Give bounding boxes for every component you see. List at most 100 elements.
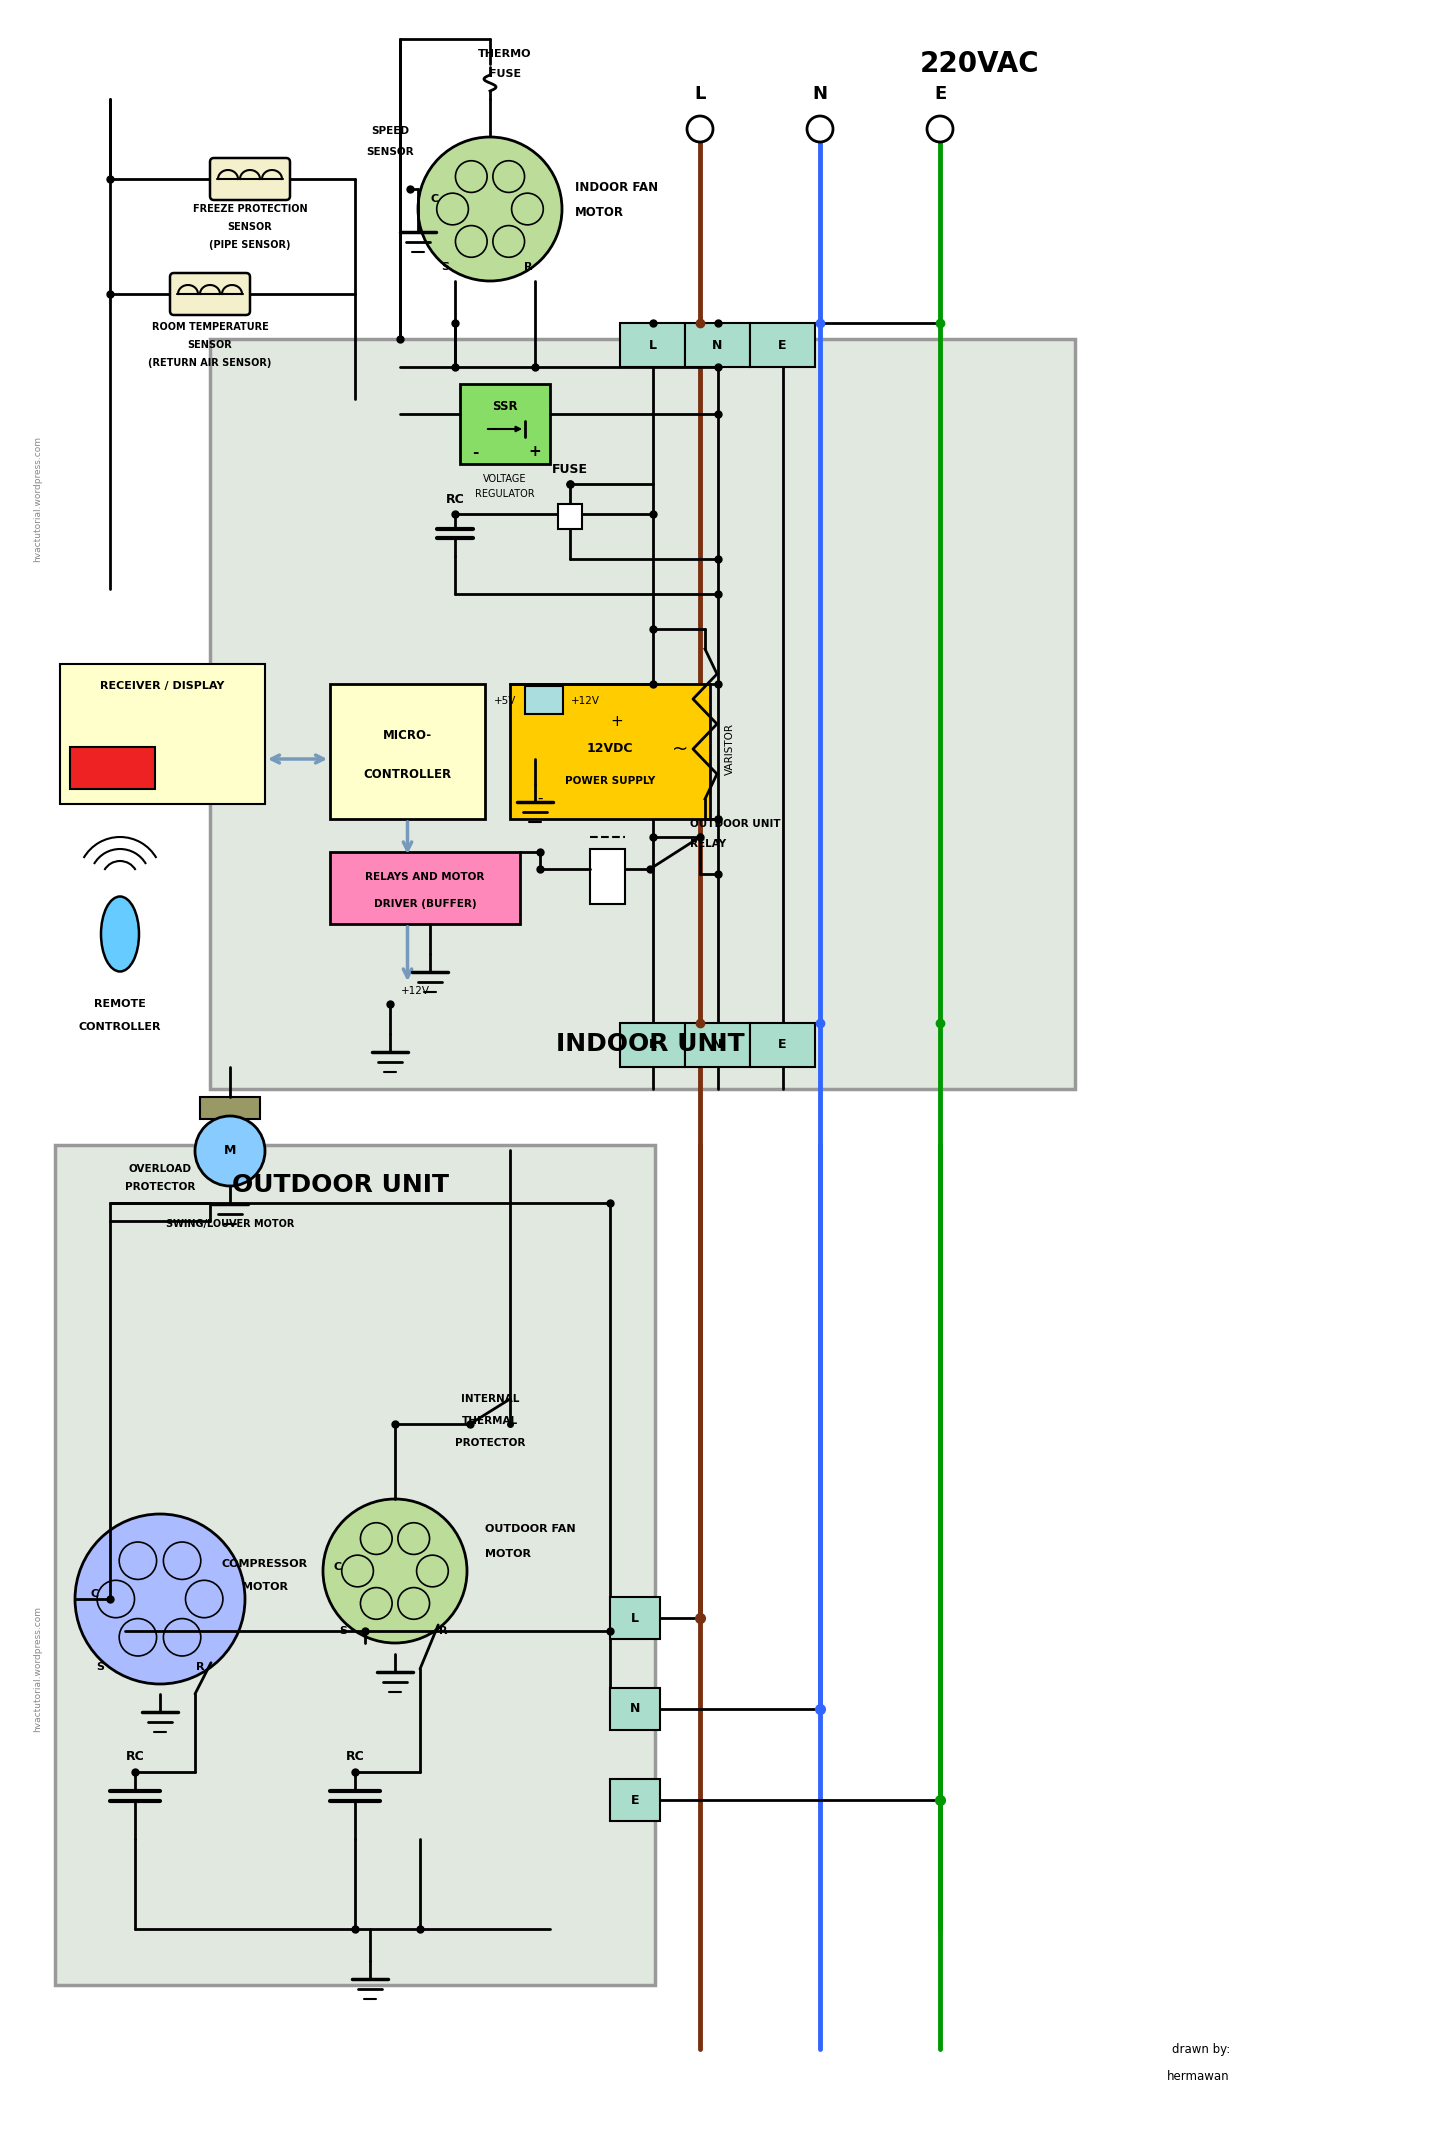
Bar — [200, 1096, 261, 1120]
Text: -: - — [537, 791, 543, 806]
Bar — [526, 686, 563, 713]
Bar — [459, 385, 550, 464]
Text: RELAYS AND MOTOR: RELAYS AND MOTOR — [366, 872, 485, 883]
Text: E: E — [778, 1038, 786, 1051]
Text: RC: RC — [125, 1751, 144, 1764]
Text: (PIPE SENSOR): (PIPE SENSOR) — [209, 241, 291, 249]
Text: CONTROLLER: CONTROLLER — [363, 767, 452, 780]
Text: MOTOR: MOTOR — [242, 1582, 288, 1592]
Circle shape — [806, 116, 832, 142]
Text: E: E — [778, 340, 786, 352]
Bar — [611, 1687, 660, 1730]
Text: S: S — [96, 1661, 104, 1672]
Text: L: L — [648, 340, 657, 352]
Bar — [611, 1779, 660, 1820]
Circle shape — [418, 138, 562, 282]
Text: RELAY: RELAY — [690, 838, 726, 849]
Text: hvactutorial.wordpress.com: hvactutorial.wordpress.com — [33, 1605, 43, 1732]
Text: VARISTOR: VARISTOR — [724, 722, 734, 776]
Text: CONTROLLER: CONTROLLER — [79, 1023, 161, 1032]
Text: C: C — [431, 193, 439, 204]
Text: ~: ~ — [672, 739, 688, 759]
Text: M: M — [223, 1145, 236, 1158]
Bar — [590, 849, 625, 905]
Text: RC: RC — [445, 492, 464, 505]
Bar — [71, 748, 156, 789]
Text: REMOTE: REMOTE — [94, 999, 145, 1010]
Text: -: - — [472, 445, 478, 460]
Text: C: C — [334, 1562, 343, 1573]
Text: MOTOR: MOTOR — [485, 1549, 531, 1558]
Text: L: L — [648, 1038, 657, 1051]
Ellipse shape — [101, 896, 140, 971]
Text: N: N — [812, 86, 828, 103]
Bar — [210, 340, 1076, 1090]
Text: MOTOR: MOTOR — [575, 206, 624, 219]
Text: drawn by:: drawn by: — [1172, 2042, 1230, 2054]
Text: SENSOR: SENSOR — [366, 146, 413, 157]
Text: S: S — [441, 262, 449, 273]
Bar — [559, 505, 582, 529]
Text: 220VAC: 220VAC — [920, 49, 1040, 77]
Text: +: + — [611, 713, 622, 729]
Text: OUTDOOR UNIT: OUTDOOR UNIT — [690, 819, 780, 830]
Circle shape — [323, 1500, 467, 1644]
Text: DRIVER (BUFFER): DRIVER (BUFFER) — [374, 898, 477, 909]
Text: SPEED: SPEED — [372, 127, 409, 135]
Text: OVERLOAD: OVERLOAD — [128, 1165, 192, 1173]
Bar — [611, 1597, 660, 1640]
Text: THERMO: THERMO — [478, 49, 531, 58]
Bar — [685, 322, 750, 367]
Bar — [60, 664, 265, 804]
Text: N: N — [713, 340, 723, 352]
Text: R: R — [196, 1661, 204, 1672]
Text: THERMAL: THERMAL — [462, 1416, 518, 1427]
Text: INDOOR FAN: INDOOR FAN — [575, 181, 658, 193]
Bar — [685, 1023, 750, 1068]
Bar — [330, 683, 485, 819]
Text: N: N — [713, 1038, 723, 1051]
Text: SSR: SSR — [492, 400, 518, 413]
Text: E: E — [935, 86, 946, 103]
Bar — [510, 683, 710, 819]
Text: ROOM TEMPERATURE: ROOM TEMPERATURE — [151, 322, 268, 331]
Circle shape — [194, 1115, 265, 1186]
Text: RECEIVER / DISPLAY: RECEIVER / DISPLAY — [101, 681, 225, 692]
Text: OUTDOOR UNIT: OUTDOOR UNIT — [232, 1173, 448, 1197]
Text: PROTECTOR: PROTECTOR — [125, 1182, 196, 1193]
Text: C: C — [91, 1588, 99, 1599]
Text: R: R — [439, 1627, 448, 1635]
Text: (RETURN AIR SENSOR): (RETURN AIR SENSOR) — [148, 359, 272, 367]
Text: POWER SUPPLY: POWER SUPPLY — [564, 776, 655, 787]
Text: L: L — [631, 1612, 639, 1625]
Circle shape — [687, 116, 713, 142]
Bar — [621, 322, 685, 367]
Text: +12V: +12V — [570, 696, 599, 707]
Text: COMPRESSOR: COMPRESSOR — [222, 1558, 308, 1569]
Text: hermawan: hermawan — [1168, 2069, 1230, 2085]
Bar — [750, 1023, 815, 1068]
Text: FUSE: FUSE — [490, 69, 521, 80]
Text: +5V: +5V — [494, 696, 516, 707]
Text: PROTECTOR: PROTECTOR — [455, 1438, 526, 1448]
Bar — [621, 1023, 685, 1068]
FancyBboxPatch shape — [170, 273, 251, 316]
Text: R: R — [524, 262, 533, 273]
Text: hvactutorial.wordpress.com: hvactutorial.wordpress.com — [33, 436, 43, 563]
Text: +: + — [528, 445, 541, 460]
Text: FUSE: FUSE — [552, 462, 588, 475]
Text: L: L — [694, 86, 706, 103]
Text: INDOOR UNIT: INDOOR UNIT — [556, 1032, 744, 1055]
Text: SWING/LOUVER MOTOR: SWING/LOUVER MOTOR — [166, 1218, 294, 1229]
Text: RC: RC — [346, 1751, 364, 1764]
Bar — [330, 851, 520, 924]
Text: INTERNAL: INTERNAL — [461, 1395, 520, 1403]
FancyBboxPatch shape — [210, 159, 289, 200]
Text: SENSOR: SENSOR — [228, 221, 272, 232]
Text: FREEZE PROTECTION: FREEZE PROTECTION — [193, 204, 307, 215]
Text: E: E — [631, 1794, 639, 1807]
Text: REGULATOR: REGULATOR — [475, 490, 534, 499]
Text: VOLTAGE: VOLTAGE — [484, 475, 527, 484]
Text: OUTDOOR FAN: OUTDOOR FAN — [485, 1524, 576, 1534]
Circle shape — [927, 116, 953, 142]
